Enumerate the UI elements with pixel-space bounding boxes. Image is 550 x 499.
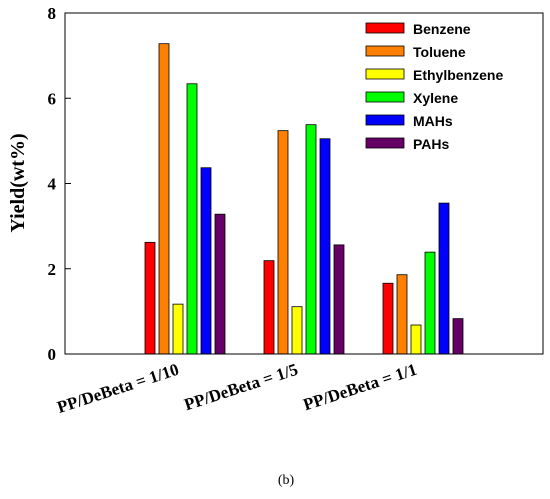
- legend-swatch-mahs: [365, 114, 405, 126]
- y-axis-label: Yield(wt%): [7, 133, 29, 232]
- plot-frame: [64, 12, 544, 355]
- bar-toluene-2: [277, 130, 289, 355]
- bar-benzene-1: [144, 241, 156, 355]
- legend-swatch-benzene: [365, 22, 405, 34]
- bar-ethylbenzene-3: [410, 324, 422, 355]
- y-tick-label: 2: [48, 260, 57, 279]
- bar-pahs-2: [333, 244, 345, 355]
- bar-benzene-2: [263, 260, 275, 355]
- legend-swatch-pahs: [365, 137, 405, 149]
- bar-benzene-3: [382, 282, 394, 355]
- legend-label-ethylbenzene: Ethylbenzene: [413, 67, 503, 83]
- bar-ethylbenzene-1: [172, 303, 184, 355]
- legend-label-mahs: MAHs: [413, 113, 453, 129]
- legend: Benzene Toluene Ethylbenzene Xylene MAHs PAHs: [365, 21, 503, 152]
- y-tick-label: 6: [48, 89, 57, 108]
- legend-swatch-ethylbenzene: [365, 68, 405, 80]
- x-category-label: PP/DeBeta = 1/5: [182, 360, 300, 415]
- legend-label-xylene: Xylene: [413, 90, 458, 106]
- bar-toluene-3: [396, 274, 408, 355]
- legend-swatch-xylene: [365, 91, 405, 103]
- legend-label-pahs: PAHs: [413, 136, 450, 152]
- bar-mahs-1: [200, 167, 212, 355]
- bar-pahs-3: [452, 318, 464, 355]
- legend-label-benzene: Benzene: [413, 21, 471, 37]
- y-tick-label: 0: [48, 345, 57, 364]
- figure-caption: (b): [278, 473, 295, 488]
- bars-layer: [144, 43, 464, 355]
- y-tick-label: 4: [48, 175, 57, 194]
- x-axis-categories: PP/DeBeta = 1/10 PP/DeBeta = 1/5 PP/DeBeta…: [55, 360, 419, 417]
- legend-swatch-toluene: [365, 45, 405, 57]
- bar-xylene-2: [305, 124, 317, 355]
- x-category-label: PP/DeBeta = 1/10: [55, 360, 181, 417]
- bar-xylene-1: [186, 83, 198, 355]
- bar-mahs-3: [438, 202, 450, 355]
- bar-toluene-1: [158, 43, 170, 355]
- bar-mahs-2: [319, 138, 331, 355]
- y-axis-ticks: 0 2 4 6 8: [48, 4, 71, 364]
- bar-xylene-3: [424, 251, 436, 355]
- y-tick-label: 8: [48, 4, 57, 23]
- bar-pahs-1: [214, 213, 226, 355]
- legend-label-toluene: Toluene: [413, 44, 466, 60]
- x-category-label: PP/DeBeta = 1/1: [301, 360, 419, 415]
- bar-ethylbenzene-2: [291, 306, 303, 355]
